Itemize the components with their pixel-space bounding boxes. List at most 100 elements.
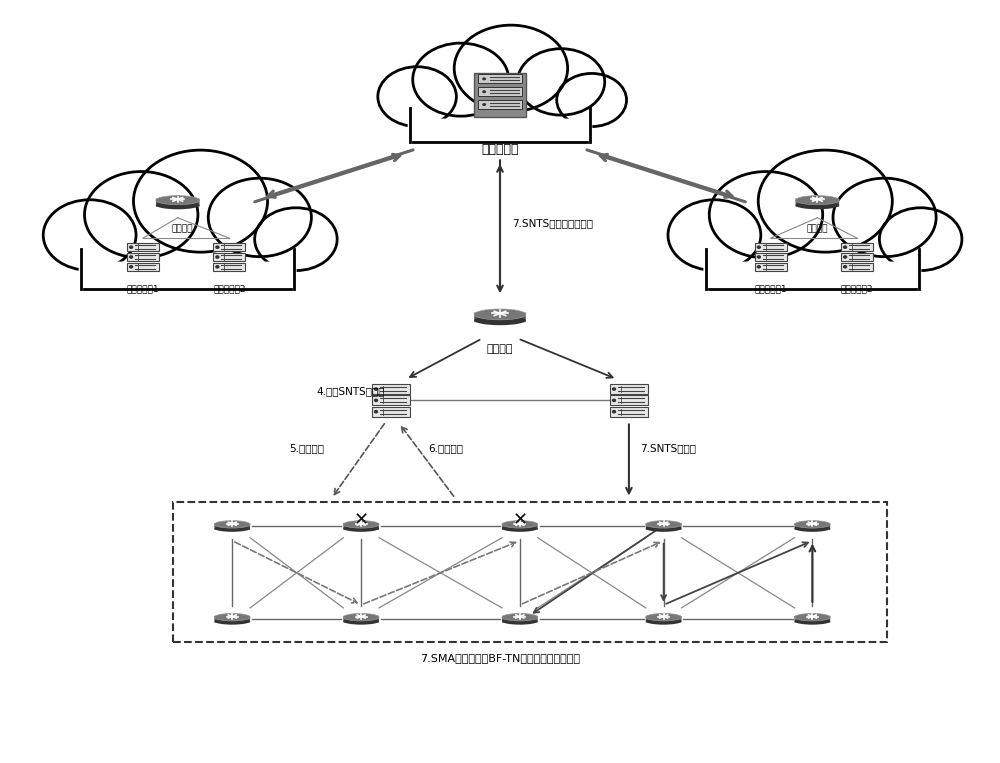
FancyBboxPatch shape — [474, 72, 526, 117]
Circle shape — [130, 266, 133, 268]
Circle shape — [375, 388, 378, 390]
Circle shape — [216, 246, 219, 248]
FancyBboxPatch shape — [372, 395, 410, 405]
FancyBboxPatch shape — [610, 407, 648, 417]
Ellipse shape — [156, 195, 200, 204]
Text: 域内控制器1: 域内控制器1 — [127, 284, 159, 293]
FancyBboxPatch shape — [343, 616, 379, 623]
FancyBboxPatch shape — [841, 253, 873, 261]
Circle shape — [375, 410, 378, 413]
Circle shape — [844, 246, 847, 248]
Ellipse shape — [646, 525, 681, 532]
Circle shape — [130, 246, 133, 248]
Ellipse shape — [214, 613, 250, 621]
Text: 7.SNTS表下发（域间）: 7.SNTS表下发（域间） — [512, 218, 593, 228]
Circle shape — [255, 208, 337, 271]
FancyBboxPatch shape — [478, 100, 522, 109]
FancyBboxPatch shape — [795, 523, 830, 530]
Text: 5.主动探测: 5.主动探测 — [289, 443, 324, 453]
FancyBboxPatch shape — [841, 243, 873, 251]
Circle shape — [613, 399, 616, 401]
Ellipse shape — [646, 520, 681, 528]
Circle shape — [844, 256, 847, 258]
Circle shape — [216, 266, 219, 268]
Circle shape — [413, 43, 509, 116]
Ellipse shape — [796, 201, 839, 209]
Circle shape — [757, 246, 760, 248]
Circle shape — [43, 200, 136, 270]
FancyBboxPatch shape — [127, 262, 159, 271]
Ellipse shape — [795, 618, 830, 625]
FancyBboxPatch shape — [502, 523, 538, 530]
Ellipse shape — [343, 618, 379, 625]
FancyBboxPatch shape — [755, 253, 787, 261]
FancyBboxPatch shape — [79, 262, 296, 287]
Circle shape — [613, 388, 616, 390]
Ellipse shape — [343, 520, 379, 528]
Circle shape — [517, 49, 605, 115]
FancyBboxPatch shape — [214, 616, 250, 623]
FancyBboxPatch shape — [213, 253, 245, 261]
Text: 域内控制器2: 域内控制器2 — [841, 284, 873, 293]
FancyBboxPatch shape — [841, 262, 873, 271]
Ellipse shape — [646, 618, 681, 625]
Text: ✕: ✕ — [354, 511, 369, 530]
Circle shape — [757, 256, 760, 258]
FancyBboxPatch shape — [343, 523, 379, 530]
FancyBboxPatch shape — [610, 384, 648, 394]
Ellipse shape — [646, 613, 681, 621]
Text: 7.SNTS表下发: 7.SNTS表下发 — [641, 443, 697, 453]
Circle shape — [482, 90, 486, 93]
FancyBboxPatch shape — [156, 198, 200, 207]
Ellipse shape — [795, 525, 830, 532]
Circle shape — [833, 179, 936, 256]
FancyBboxPatch shape — [755, 262, 787, 271]
Circle shape — [216, 256, 219, 258]
FancyBboxPatch shape — [646, 616, 681, 623]
FancyBboxPatch shape — [755, 243, 787, 251]
Circle shape — [454, 25, 568, 111]
FancyBboxPatch shape — [79, 242, 296, 282]
FancyBboxPatch shape — [646, 523, 681, 530]
Ellipse shape — [214, 520, 250, 528]
Text: 域内控制器2: 域内控制器2 — [213, 284, 246, 293]
Text: 边界路由: 边界路由 — [172, 224, 193, 233]
FancyBboxPatch shape — [127, 243, 159, 251]
FancyBboxPatch shape — [502, 616, 538, 623]
FancyBboxPatch shape — [408, 119, 592, 140]
Ellipse shape — [343, 525, 379, 532]
Circle shape — [844, 266, 847, 268]
Circle shape — [709, 172, 823, 258]
Text: 边界路由: 边界路由 — [807, 224, 828, 233]
Ellipse shape — [795, 613, 830, 621]
FancyBboxPatch shape — [704, 242, 921, 282]
Circle shape — [758, 150, 892, 252]
Text: 核心控制器: 核心控制器 — [481, 143, 519, 156]
Ellipse shape — [474, 309, 526, 320]
Ellipse shape — [214, 525, 250, 532]
FancyBboxPatch shape — [474, 312, 526, 322]
FancyBboxPatch shape — [704, 262, 921, 287]
FancyBboxPatch shape — [610, 395, 648, 405]
FancyBboxPatch shape — [213, 243, 245, 251]
Text: 4.域内SNTS表生成: 4.域内SNTS表生成 — [317, 386, 385, 396]
FancyBboxPatch shape — [372, 407, 410, 417]
FancyBboxPatch shape — [173, 502, 887, 642]
Circle shape — [208, 179, 311, 256]
Text: 域内控制器1: 域内控制器1 — [754, 284, 787, 293]
Ellipse shape — [502, 525, 538, 532]
Circle shape — [130, 256, 133, 258]
Circle shape — [375, 399, 378, 401]
FancyBboxPatch shape — [214, 523, 250, 530]
Ellipse shape — [214, 618, 250, 625]
FancyBboxPatch shape — [478, 74, 522, 83]
Ellipse shape — [474, 315, 526, 325]
Circle shape — [133, 150, 268, 252]
Ellipse shape — [156, 201, 200, 209]
Ellipse shape — [343, 613, 379, 621]
Circle shape — [482, 103, 486, 106]
Circle shape — [613, 410, 616, 413]
FancyBboxPatch shape — [408, 102, 592, 137]
FancyBboxPatch shape — [213, 262, 245, 271]
FancyBboxPatch shape — [795, 616, 830, 623]
